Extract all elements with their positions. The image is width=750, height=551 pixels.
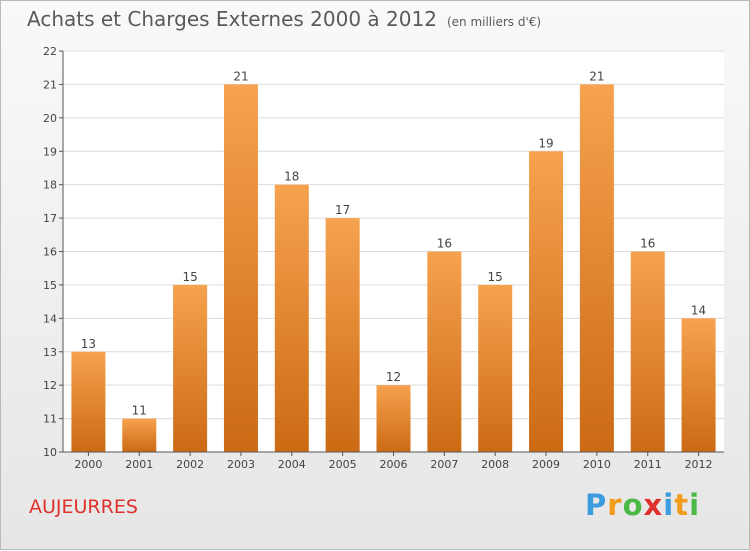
logo-letter: i	[689, 488, 701, 522]
x-tick-label: 2010	[583, 458, 611, 471]
y-tick-label: 18	[43, 179, 57, 192]
chart-title-text: Achats et Charges Externes 2000 à 2012	[27, 7, 437, 31]
logo-letter: i	[663, 488, 675, 522]
logo-letter: x	[643, 488, 664, 522]
bar	[427, 251, 462, 452]
x-tick-label: 2006	[380, 458, 408, 471]
y-tick-label: 21	[43, 78, 57, 91]
data-label: 17	[335, 203, 350, 217]
bar	[173, 284, 208, 452]
x-tick-label: 2001	[125, 458, 153, 471]
data-label: 11	[132, 404, 147, 418]
x-tick-label: 2011	[634, 458, 662, 471]
logo-letter: r	[607, 488, 623, 522]
y-tick-label: 12	[43, 379, 57, 392]
x-tick-label: 2005	[329, 458, 357, 471]
y-tick-label: 10	[43, 446, 57, 459]
bar	[630, 251, 665, 452]
x-tick-label: 2012	[685, 458, 713, 471]
y-tick-label: 20	[43, 112, 57, 125]
logo-letter: P	[585, 488, 608, 522]
commune-name: AUJEURRES	[29, 496, 138, 518]
bars	[71, 84, 716, 456]
y-tick-label: 13	[43, 346, 57, 359]
bar	[478, 284, 513, 452]
x-tick-label: 2002	[176, 458, 204, 471]
data-label: 15	[488, 270, 503, 284]
data-label: 14	[691, 303, 706, 317]
y-tick-label: 11	[43, 413, 57, 426]
chart-title: Achats et Charges Externes 2000 à 2012 (e…	[27, 7, 541, 31]
bar	[579, 84, 614, 453]
y-tick-label: 14	[43, 312, 57, 325]
data-label: 12	[386, 370, 401, 384]
bar	[325, 218, 360, 452]
data-label: 21	[589, 69, 604, 83]
x-tick-label: 2000	[74, 458, 102, 471]
data-label: 13	[81, 337, 96, 351]
y-tick-label: 19	[43, 145, 57, 158]
chart-unit-label: (en milliers d'€)	[446, 15, 542, 29]
x-tick-label: 2004	[278, 458, 306, 471]
x-tick-label: 2007	[430, 458, 458, 471]
x-tick-label: 2009	[532, 458, 560, 471]
bar	[274, 184, 309, 452]
data-labels: 13 11 15 21 18 17 12 16 15 19 21 16 14	[81, 69, 706, 417]
y-tick-label: 17	[43, 212, 57, 225]
bar	[376, 385, 411, 452]
y-tick-label: 15	[43, 279, 57, 292]
data-label: 19	[538, 136, 553, 150]
y-tick-label: 16	[43, 246, 57, 259]
bar	[681, 318, 716, 452]
logo-letter: t	[674, 488, 690, 522]
x-tick-label: 2003	[227, 458, 255, 471]
y-tick-label: 22	[43, 45, 57, 58]
bar	[71, 351, 106, 452]
data-label: 16	[437, 237, 452, 251]
data-label: 21	[233, 69, 248, 83]
logo-letter: o	[622, 488, 644, 522]
bar	[223, 84, 258, 453]
proxiti-logo[interactable]: Proxiti	[585, 488, 700, 522]
x-tick-label: 2008	[481, 458, 509, 471]
data-label: 16	[640, 237, 655, 251]
data-label: 18	[284, 170, 299, 184]
bar	[529, 151, 564, 452]
bar	[122, 418, 157, 452]
y-axis-tick-labels: 10 11 12 13 14 15 16 17 18 19 20 21 22	[43, 45, 57, 459]
data-label: 15	[182, 270, 197, 284]
axes	[62, 51, 724, 453]
x-axis-tick-labels: 2000 2001 2002 2003 2004 2005 2006 2007 2008 2009…	[74, 458, 712, 471]
